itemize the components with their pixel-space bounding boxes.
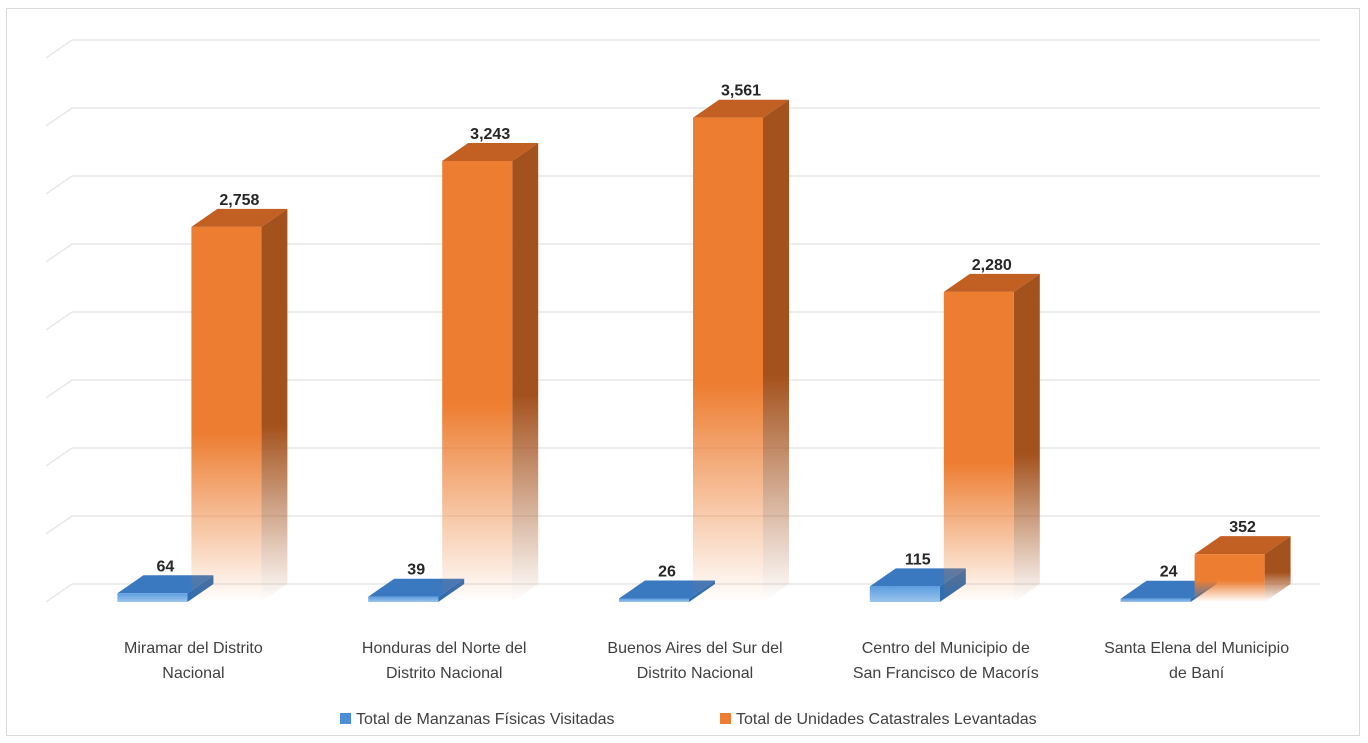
data-label: 24 [1160,564,1178,581]
x-tick-label: Distrito Nacional [386,665,502,682]
data-label: 115 [905,551,931,568]
bar-top [869,568,966,587]
x-tick-label: Miramar del Distrito [124,640,263,657]
x-tick-label: de Baní [1169,665,1225,682]
gridline-depth [45,175,73,195]
bar-side [1013,273,1040,602]
data-label: 2,758 [219,192,259,209]
gridline-depth [45,583,73,603]
data-label: 352 [1229,519,1256,536]
bar [693,117,763,602]
x-tick-label: Distrito Nacional [637,665,753,682]
x-tick-label: Centro del Municipio de [862,640,1030,657]
bar [869,586,940,602]
bar [1194,554,1265,602]
legend: Total de Manzanas Físicas Visitadas Total… [340,711,1037,728]
legend-swatch [720,713,731,724]
bars [117,99,1291,603]
bar-top [1120,580,1217,599]
data-label: 39 [407,562,425,579]
bar [442,160,513,602]
bar [943,291,1014,602]
gridline-depth [45,515,73,535]
bar-top [442,142,539,161]
legend-swatch [340,713,351,724]
bar [1120,598,1191,602]
bar-side [1264,536,1291,602]
gridline-depth [45,447,73,467]
bar [117,593,188,602]
bar-top [191,208,288,227]
x-axis: Miramar del Distrito Nacional Honduras del… [124,640,1289,682]
bar-top [368,578,465,597]
bar-top [619,580,715,599]
data-label: 64 [157,558,175,575]
gridline-depth [45,243,73,263]
x-tick-label: Buenos Aires del Sur del [607,640,782,657]
x-tick-label: San Francisco de Macorís [853,665,1039,682]
bar-side [512,142,539,602]
data-label: 3,561 [721,83,761,100]
bar [191,226,262,603]
bar-top [943,273,1040,292]
legend-label: Total de Manzanas Físicas Visitadas [356,711,615,728]
bar-top [1194,536,1291,555]
x-tick-label: Santa Elena del Municipio [1104,640,1289,657]
gridline-depth [45,39,73,59]
bar-top [117,575,214,594]
gridline-depth [45,107,73,127]
bar-side [763,99,789,602]
data-label: 2,280 [972,257,1012,274]
legend-label: Total de Unidades Catastrales Levantadas [736,711,1037,728]
data-labels: 64 2,758 39 3,243 26 3,561 115 2,280 24 352 [157,83,1257,581]
gridline-depth [45,379,73,399]
bar-top [693,99,789,118]
bar-side [261,208,288,603]
gridline-depth [45,311,73,331]
x-tick-label: Honduras del Norte del [362,640,527,657]
data-label: 3,243 [470,126,510,143]
data-label: 26 [658,563,676,580]
bar [619,598,689,602]
bar [368,596,439,602]
x-tick-label: Nacional [162,665,224,682]
